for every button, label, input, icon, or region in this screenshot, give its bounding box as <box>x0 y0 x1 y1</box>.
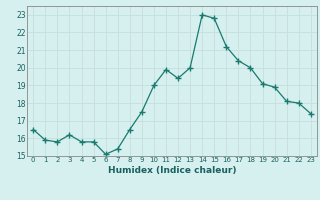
X-axis label: Humidex (Indice chaleur): Humidex (Indice chaleur) <box>108 166 236 175</box>
